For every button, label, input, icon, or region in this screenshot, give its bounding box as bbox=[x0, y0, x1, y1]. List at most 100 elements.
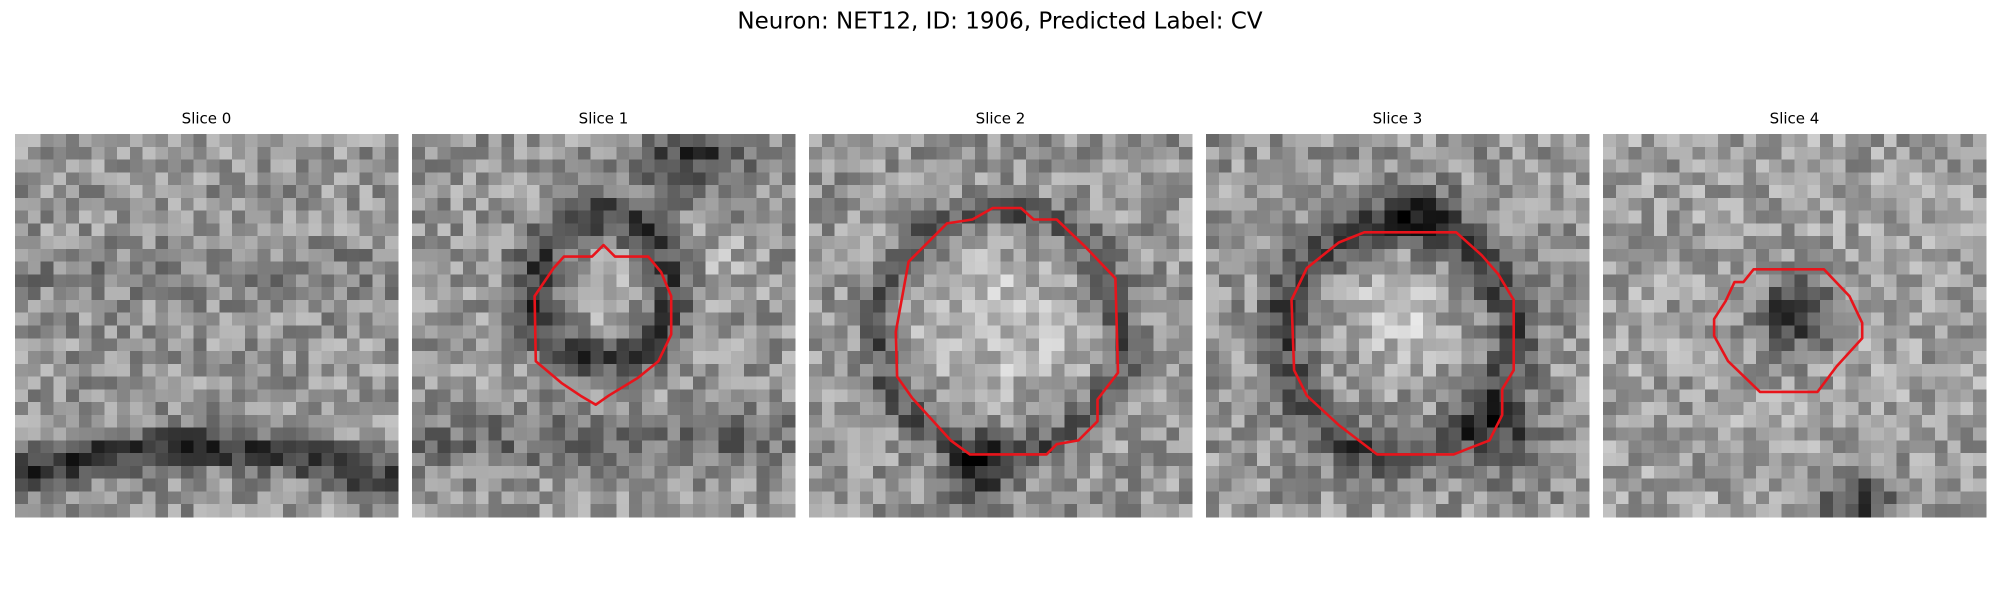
image-pixel bbox=[1768, 172, 1783, 186]
image-pixel bbox=[1743, 159, 1757, 173]
image-pixel bbox=[616, 478, 630, 493]
image-pixel bbox=[1461, 274, 1475, 288]
image-pixel bbox=[923, 185, 938, 199]
image-pixel bbox=[1832, 389, 1847, 403]
image-pixel bbox=[424, 351, 439, 365]
image-pixel bbox=[1768, 465, 1783, 480]
image-pixel bbox=[782, 325, 796, 339]
image-pixel bbox=[412, 146, 426, 161]
image-pixel bbox=[1641, 491, 1655, 505]
image-pixel bbox=[1140, 338, 1155, 352]
image-pixel bbox=[616, 299, 630, 314]
image-pixel bbox=[1115, 223, 1129, 237]
image-pixel bbox=[809, 159, 823, 173]
image-pixel bbox=[1257, 261, 1271, 276]
image-pixel bbox=[756, 491, 771, 505]
image-pixel bbox=[1499, 159, 1513, 173]
image-pixel bbox=[129, 402, 144, 416]
image-pixel bbox=[782, 504, 796, 518]
image-pixel bbox=[1563, 376, 1577, 390]
image-pixel bbox=[1064, 159, 1078, 173]
image-pixel bbox=[129, 248, 144, 263]
image-pixel bbox=[1615, 351, 1630, 365]
image-pixel bbox=[1013, 159, 1027, 173]
image-pixel bbox=[1153, 465, 1168, 480]
image-pixel bbox=[142, 236, 157, 250]
image-pixel bbox=[1410, 185, 1424, 199]
image-pixel bbox=[1461, 465, 1475, 480]
image-pixel bbox=[1179, 376, 1193, 390]
image-pixel bbox=[359, 478, 374, 493]
image-pixel bbox=[1397, 210, 1411, 224]
image-pixel bbox=[641, 491, 656, 505]
image-pixel bbox=[1077, 236, 1091, 250]
image-pixel bbox=[923, 389, 938, 403]
image-pixel bbox=[1257, 504, 1271, 518]
image-pixel bbox=[1206, 363, 1220, 378]
slice-image bbox=[1603, 134, 1987, 518]
image-pixel bbox=[1038, 402, 1053, 416]
image-pixel bbox=[1038, 325, 1053, 339]
image-pixel bbox=[1576, 185, 1590, 199]
image-pixel bbox=[1128, 312, 1142, 327]
image-pixel bbox=[1705, 325, 1719, 339]
image-pixel bbox=[809, 376, 823, 390]
image-pixel bbox=[129, 453, 144, 467]
image-pixel bbox=[334, 389, 348, 403]
image-pixel bbox=[1807, 159, 1821, 173]
image-pixel bbox=[1128, 274, 1142, 288]
image-pixel bbox=[616, 134, 630, 148]
image-pixel bbox=[1257, 248, 1271, 263]
image-pixel bbox=[1960, 210, 1974, 224]
image-pixel bbox=[923, 414, 938, 429]
image-pixel bbox=[1615, 236, 1630, 250]
image-pixel bbox=[847, 248, 861, 263]
image-pixel bbox=[680, 287, 694, 301]
image-pixel bbox=[180, 414, 195, 429]
image-pixel bbox=[168, 440, 182, 454]
image-pixel bbox=[1257, 465, 1271, 480]
image-pixel bbox=[372, 427, 386, 441]
image-pixel bbox=[1820, 210, 1834, 224]
image-pixel bbox=[257, 312, 271, 327]
image-pixel bbox=[117, 261, 131, 276]
image-pixel bbox=[1410, 389, 1424, 403]
image-pixel bbox=[1576, 389, 1590, 403]
image-pixel bbox=[359, 248, 374, 263]
image-pixel bbox=[283, 465, 297, 480]
image-pixel bbox=[155, 325, 169, 339]
image-pixel bbox=[936, 185, 951, 199]
image-pixel bbox=[180, 465, 195, 480]
image-pixel bbox=[15, 299, 29, 314]
image-pixel bbox=[295, 312, 310, 327]
image-pixel bbox=[78, 210, 93, 224]
image-pixel bbox=[718, 248, 732, 263]
image-pixel bbox=[962, 478, 976, 493]
image-pixel bbox=[334, 338, 348, 352]
image-pixel bbox=[1474, 465, 1488, 480]
image-pixel bbox=[577, 312, 592, 327]
image-pixel bbox=[936, 389, 951, 403]
image-pixel bbox=[847, 478, 861, 493]
image-pixel bbox=[142, 312, 157, 327]
image-pixel bbox=[334, 172, 348, 186]
image-pixel bbox=[834, 210, 848, 224]
image-pixel bbox=[577, 274, 592, 288]
image-pixel bbox=[1257, 274, 1271, 288]
image-pixel bbox=[1244, 134, 1258, 148]
image-pixel bbox=[1448, 402, 1462, 416]
image-pixel bbox=[206, 376, 220, 390]
image-pixel bbox=[1909, 427, 1923, 441]
image-pixel bbox=[1423, 427, 1437, 441]
image-pixel bbox=[1257, 159, 1271, 173]
image-pixel bbox=[743, 146, 758, 161]
image-pixel bbox=[1909, 248, 1923, 263]
image-pixel bbox=[782, 185, 796, 199]
image-pixel bbox=[629, 427, 643, 441]
image-pixel bbox=[501, 172, 515, 186]
image-pixel bbox=[1244, 465, 1258, 480]
image-pixel bbox=[1384, 261, 1399, 276]
image-pixel bbox=[488, 172, 502, 186]
image-pixel bbox=[1628, 414, 1642, 429]
image-pixel bbox=[1883, 440, 1898, 454]
